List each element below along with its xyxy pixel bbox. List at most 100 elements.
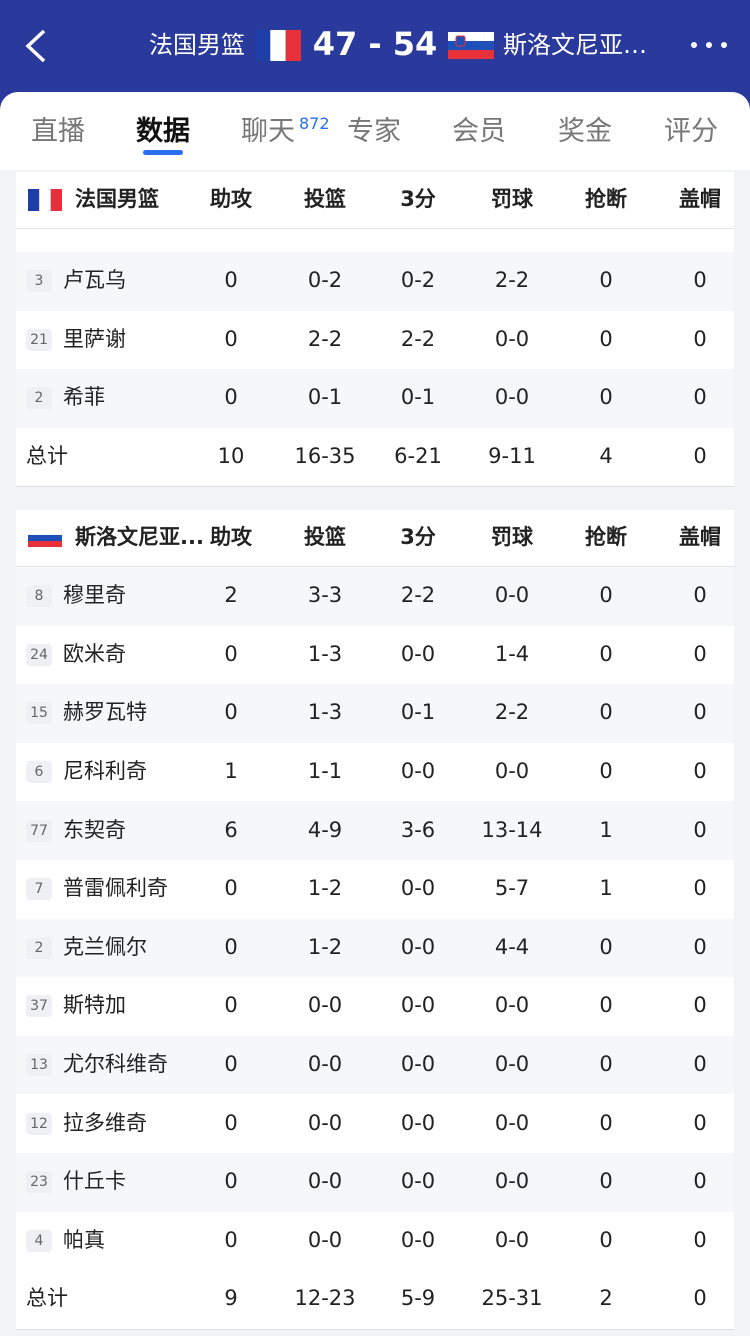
player-name: 什丘卡: [63, 1169, 126, 1194]
team-name: 斯洛文尼亚...: [75, 525, 204, 549]
jersey-number: 13: [26, 1054, 52, 1077]
tab-indicator: [143, 150, 183, 155]
stat: 0: [693, 1052, 707, 1077]
jersey-number: 2: [26, 387, 52, 410]
player-name: 普雷佩利奇: [63, 876, 168, 901]
row: [16, 228, 734, 252]
stat: 1-3: [307, 700, 343, 725]
player-name: 拉多维奇: [63, 1110, 147, 1135]
stat: 6: [224, 817, 238, 842]
stat: 0: [599, 700, 613, 725]
stat: 0: [599, 1110, 613, 1135]
column-header: 助攻: [210, 187, 252, 211]
player-row: 7 普雷佩利奇 0 1-2 0-0 5-7 1 0: [16, 860, 734, 919]
player-row: 13 尤尔科维奇 0 0-0 0-0 0-0 0 0: [16, 1035, 734, 1095]
stat: 1-4: [494, 641, 530, 666]
tab[interactable]: 奖金: [558, 116, 612, 147]
stat: 1: [599, 817, 613, 842]
stat: 0: [693, 268, 707, 293]
stat: 0-0: [494, 1052, 530, 1077]
team-flag: [27, 528, 63, 551]
team-flag: [28, 189, 62, 215]
stat: 1-1: [307, 759, 343, 784]
stat: 0-0: [400, 759, 436, 784]
stat: 0-0: [400, 1052, 436, 1077]
tab[interactable]: 聊天: [241, 116, 295, 147]
total-label: 总计: [26, 444, 68, 469]
stat: 0-0: [494, 385, 530, 410]
column-header: 助攻: [210, 525, 252, 549]
stat: 0-0: [494, 326, 530, 351]
stat: 0-0: [400, 934, 436, 959]
tab[interactable]: 评分: [664, 116, 718, 147]
stat: 2: [224, 583, 238, 608]
stat: 0: [693, 934, 707, 959]
jersey-number: 7: [26, 878, 52, 901]
stat: 3-3: [307, 583, 343, 608]
stat: 2-2: [494, 268, 530, 293]
stat: 4: [599, 444, 613, 469]
stat: 0: [224, 326, 238, 351]
jersey-number: 4: [26, 1229, 52, 1252]
player-row: 6 尼科利奇 1 1-1 0-0 0-0 0 0: [16, 742, 734, 802]
stat: 0-0: [400, 1169, 436, 1194]
column-header: 3分: [400, 187, 436, 211]
stat: 0-0: [307, 1052, 343, 1077]
player-name: 卢瓦乌: [63, 268, 126, 293]
player-name: 赫罗瓦特: [63, 700, 147, 725]
jersey-number: 2: [26, 936, 52, 959]
stat: 0: [599, 1169, 613, 1194]
stat: 0-0: [494, 993, 530, 1018]
stat: 0: [599, 759, 613, 784]
stat: 0-0: [307, 993, 343, 1018]
column-header: 投篮: [304, 525, 346, 549]
tab[interactable]: 会员: [452, 116, 506, 147]
home-team: 法国男篮: [149, 31, 245, 59]
stat: 0: [224, 1227, 238, 1252]
stat: 12-23: [294, 1286, 356, 1311]
chat-count: 872: [299, 114, 330, 133]
tab[interactable]: 直播: [31, 116, 85, 147]
stat: 0-0: [494, 759, 530, 784]
tab-bar: [0, 92, 750, 170]
stat: 5-9: [400, 1286, 436, 1311]
jersey-number: 24: [26, 643, 52, 666]
player-row: 2 克兰佩尔 0 1-2 0-0 4-4 0 0: [16, 918, 734, 978]
stat: 0-0: [307, 1110, 343, 1135]
stat: 6-21: [394, 444, 442, 469]
stat: 1-3: [307, 641, 343, 666]
column-header: 3分: [400, 525, 436, 549]
stat: 0: [693, 385, 707, 410]
stat: 0-1: [307, 385, 343, 410]
player-name: 克兰佩尔: [63, 934, 147, 959]
player-name: 斯特加: [63, 993, 126, 1018]
column-header: 盖帽: [679, 525, 721, 549]
jersey-number: 3: [26, 270, 52, 293]
more-button[interactable]: [690, 38, 730, 52]
stat: 0: [599, 993, 613, 1018]
score: 47 - 54: [312, 25, 438, 63]
away-team: 斯洛文尼亚…: [503, 31, 647, 59]
stat: 0: [693, 993, 707, 1018]
stat: 0-0: [494, 583, 530, 608]
stat: 2-2: [400, 326, 436, 351]
player-row: 8 穆里奇 2 3-3 2-2 0-0 0 0: [16, 567, 734, 626]
stat: 0: [693, 700, 707, 725]
jersey-number: 23: [26, 1171, 52, 1194]
tab[interactable]: 数据: [136, 116, 190, 147]
column-header: 罚球: [491, 525, 533, 549]
player-row: 23 什丘卡 0 0-0 0-0 0-0 0 0: [16, 1153, 734, 1212]
tab[interactable]: 专家: [347, 116, 401, 147]
stat: 3-6: [400, 817, 436, 842]
stat: 0: [693, 444, 707, 469]
player-row: 77 东契奇 6 4-9 3-6 13-14 1 0: [16, 801, 734, 860]
stat: 0: [224, 1169, 238, 1194]
stat: 0: [599, 583, 613, 608]
back-button[interactable]: [22, 28, 50, 64]
stat: 0-2: [307, 268, 343, 293]
stat: 0: [224, 700, 238, 725]
stat: 0-0: [494, 1110, 530, 1135]
column-header: 投篮: [304, 187, 346, 211]
column-header: 抢断: [585, 187, 627, 211]
player-name: 里萨谢: [63, 326, 126, 351]
